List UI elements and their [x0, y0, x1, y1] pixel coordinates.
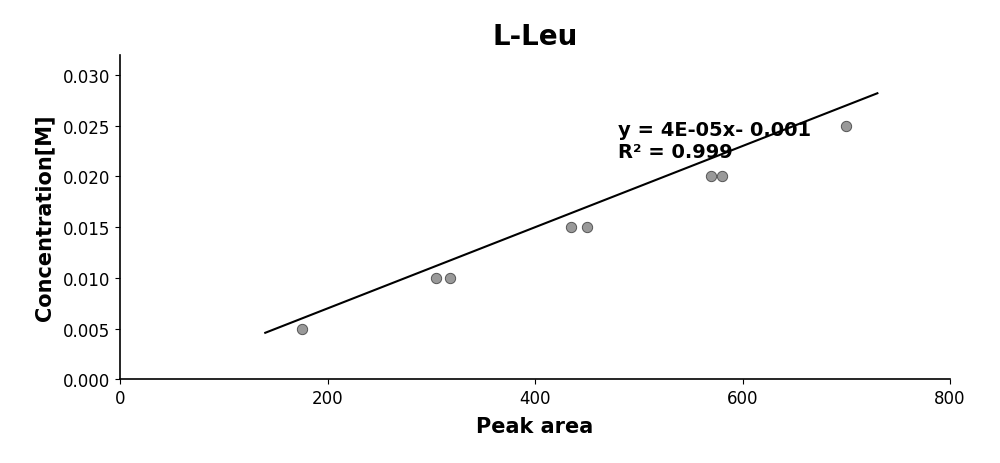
- Y-axis label: Concentration[M]: Concentration[M]: [35, 114, 55, 321]
- Point: [428, 275, 444, 282]
- X-axis label: Peak area: Peak area: [476, 416, 594, 436]
- Title: L-Leu: L-Leu: [492, 23, 578, 50]
- Point: [703, 173, 719, 181]
- Point: [563, 224, 579, 232]
- Text: y = 4E-05x- 0.001
R² = 0.999: y = 4E-05x- 0.001 R² = 0.999: [618, 121, 811, 162]
- Point: [442, 275, 458, 282]
- Point: [714, 173, 730, 181]
- Point: [294, 325, 310, 333]
- Point: [579, 224, 595, 232]
- Point: [838, 123, 854, 130]
